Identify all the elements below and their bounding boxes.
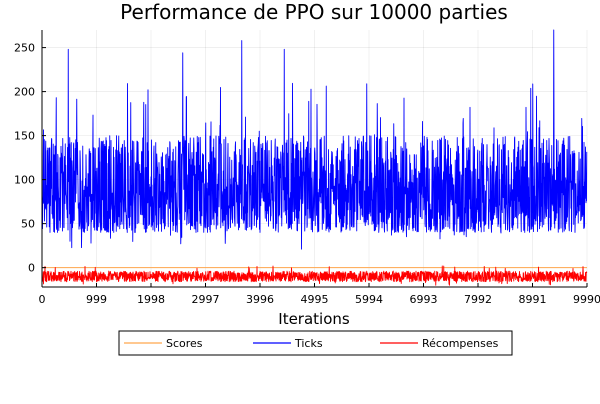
x-tick-label-6: 5994 (355, 293, 383, 306)
x-tick-label-5: 4995 (301, 293, 329, 306)
legend-box (118, 330, 513, 356)
y-tick-label-2: 100 (14, 174, 35, 187)
series-1-line (41, 29, 588, 250)
x-tick-label-7: 6993 (410, 293, 438, 306)
y-tick-label-4: 200 (14, 86, 35, 99)
series-2-line (41, 265, 588, 286)
legend-label-1: Ticks (294, 337, 323, 350)
chart-title: Performance de PPO sur 10000 parties (120, 0, 508, 24)
y-tick-label-0: 0 (28, 262, 35, 275)
x-tick-label-10: 9990 (573, 293, 600, 306)
x-tick-label-1: 999 (86, 293, 107, 306)
y-tick-label-3: 150 (14, 130, 35, 143)
x-tick-label-4: 3996 (246, 293, 274, 306)
y-tick-label-1: 50 (21, 218, 35, 231)
legend: Scores Ticks Récompenses (118, 330, 513, 356)
x-tick-label-0: 0 (39, 293, 46, 306)
x-tick-label-8: 7992 (464, 293, 492, 306)
legend-label-2: Récompenses (422, 337, 499, 350)
x-axis-label: Iterations (278, 310, 350, 328)
y-tick-label-5: 250 (14, 42, 35, 55)
axes: 0 999 1998 2997 3996 4995 5994 6993 7992 8991 9990… (14, 30, 600, 306)
legend-label-0: Scores (166, 337, 203, 350)
x-tick-label-2: 1998 (137, 293, 165, 306)
x-tick-label-9: 8991 (519, 293, 547, 306)
x-tick-label-3: 2997 (192, 293, 220, 306)
series-layer (41, 29, 588, 286)
